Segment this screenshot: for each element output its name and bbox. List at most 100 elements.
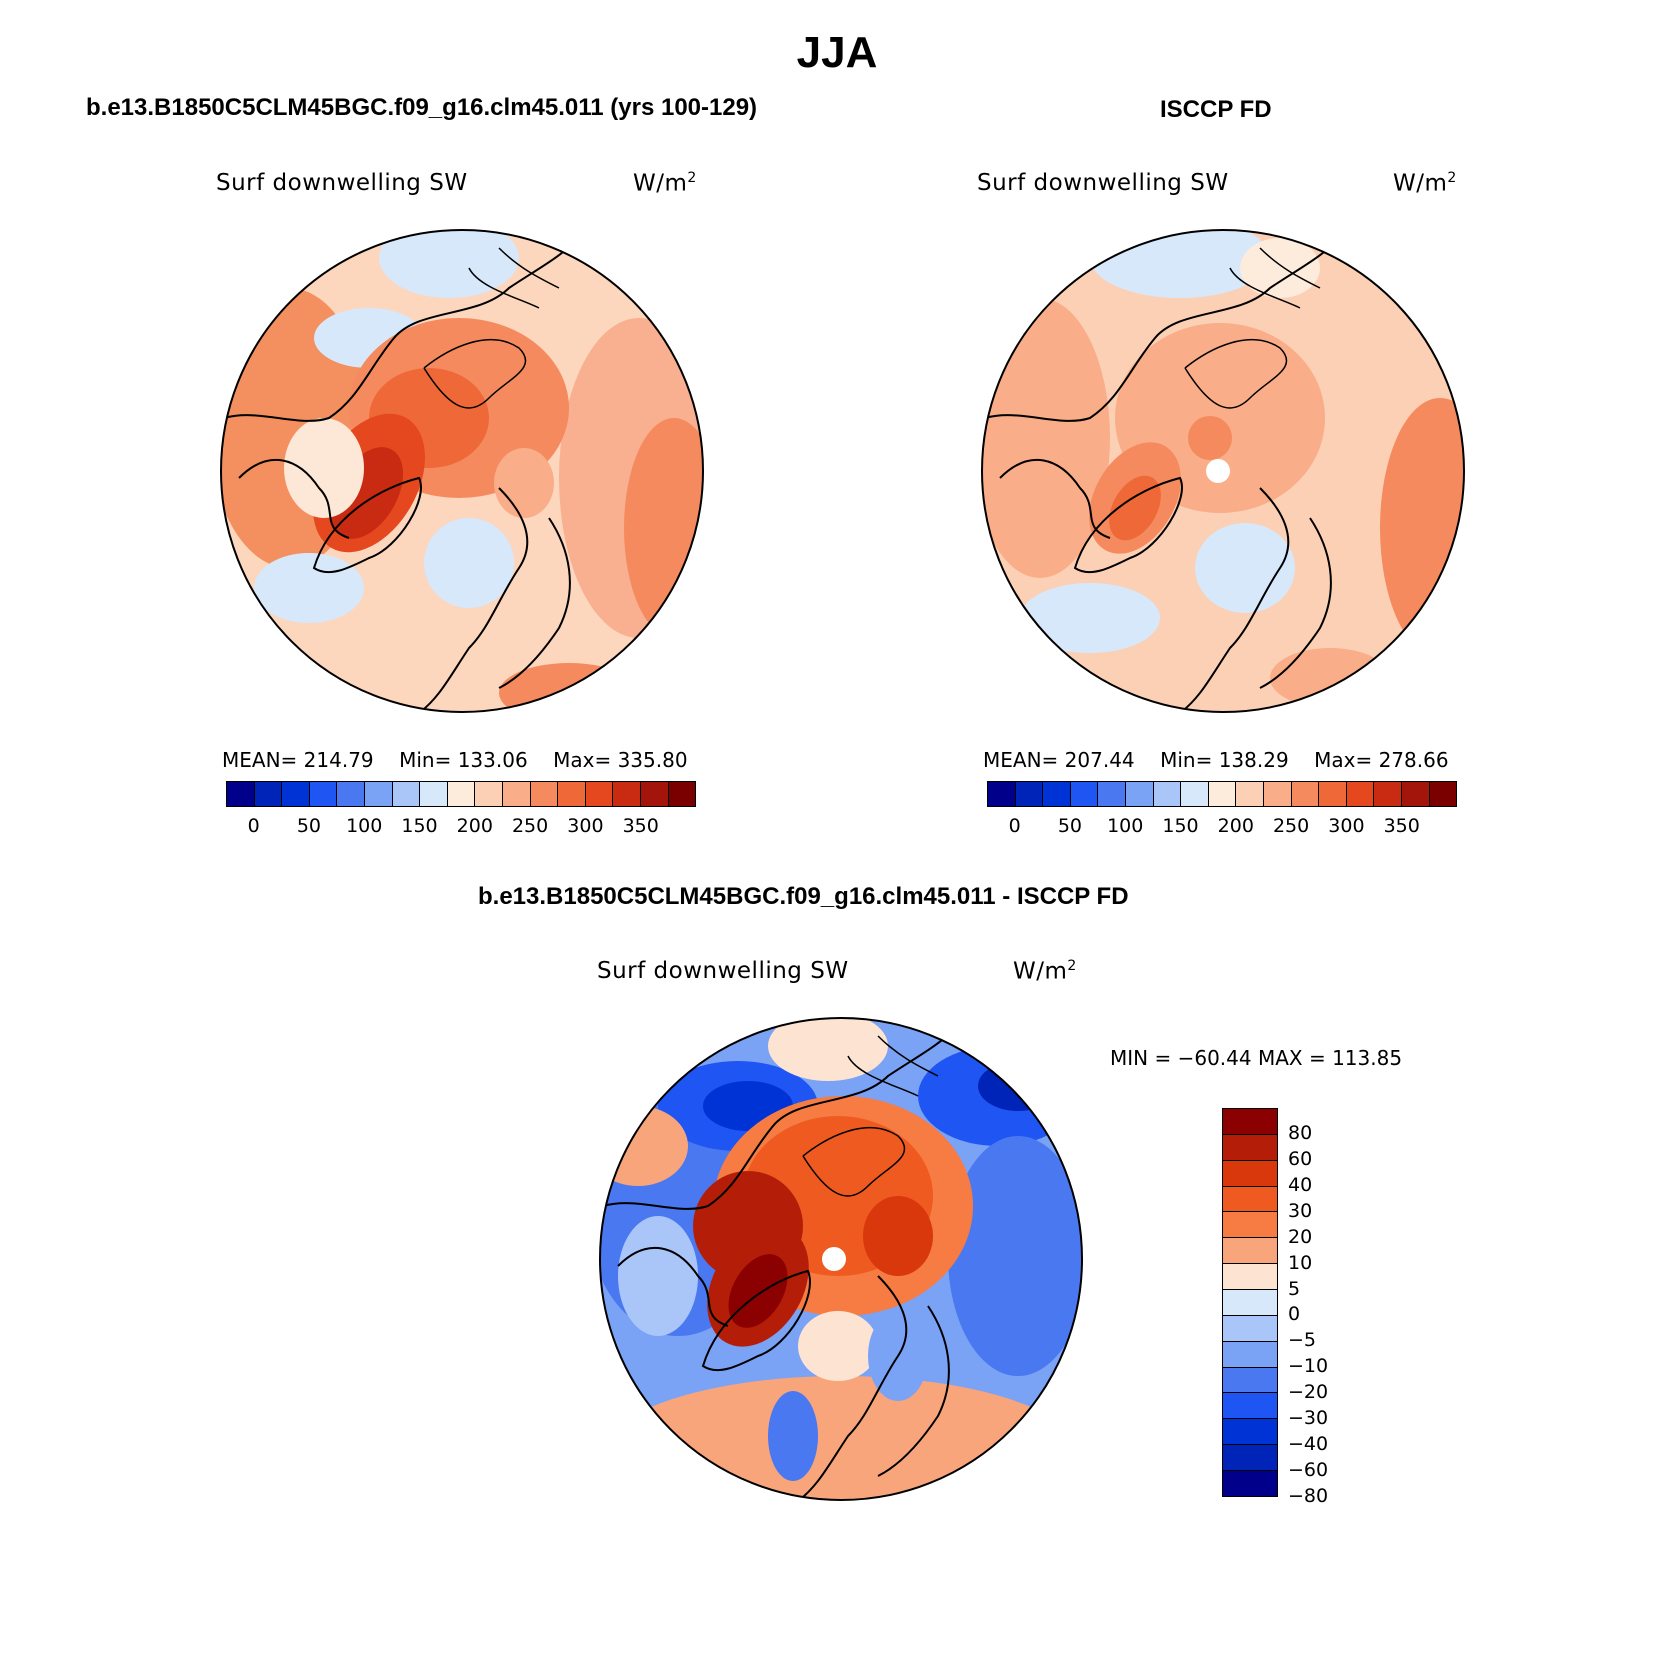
colorbar-swatch [1098,782,1126,806]
colorbar-tick-label: 50 [296,815,322,837]
colorbar-swatch [1223,1471,1277,1496]
colorbar-swatch [1429,782,1457,806]
colorbar-swatch [1223,1186,1277,1213]
colorbar-tick-label: 0 [1288,1303,1301,1326]
colorbar-tick-label: 60 [1288,1147,1313,1170]
colorbar-swatch [364,782,393,806]
colorbar-tick-label: −30 [1288,1407,1329,1430]
colorbar-swatch [640,782,669,806]
colorbar-swatch [475,782,503,806]
colorbar-swatch [1223,1445,1277,1472]
colorbar-swatch [392,782,421,806]
colorbar-swatch [309,782,338,806]
colorbar-swatch [1223,1238,1277,1265]
model-units-label: W/m2 [633,170,697,197]
colorbar-tick-label: 250 [511,815,549,837]
colorbar-tick-label: 30 [1288,1199,1313,1222]
model-colorbar-ticks: 0 50 100 150 200 250 300 350 [226,815,696,839]
colorbar-swatch [282,782,310,806]
colorbar-swatch [1346,782,1375,806]
colorbar-tick-label: 0 [247,815,260,837]
diff-polar-map [599,1017,1083,1501]
colorbar-swatch [613,782,641,806]
colorbar-swatch [254,782,283,806]
colorbar-tick-label: 100 [346,815,383,837]
colorbar-tick-label: −40 [1288,1433,1329,1456]
colorbar-tick-label: 300 [567,815,604,837]
colorbar-tick-label: 50 [1057,815,1083,837]
colorbar-swatch [1223,1315,1277,1342]
colorbar-tick-label: 80 [1288,1121,1313,1144]
colorbar-tick-label: 5 [1288,1277,1301,1300]
obs-polar-map [981,229,1465,713]
colorbar-swatch [988,782,1016,806]
colorbar-tick-label: 40 [1288,1173,1313,1196]
colorbar-swatch [1223,1109,1277,1135]
colorbar-tick-label: −80 [1288,1485,1329,1507]
colorbar-swatch [1153,782,1182,806]
colorbar-tick-label: 0 [1008,815,1021,837]
colorbar-tick-label: 350 [1383,815,1420,837]
diff-colorbar [1222,1108,1278,1497]
colorbar-swatch [1043,782,1071,806]
colorbar-tick-label: 300 [1328,815,1365,837]
obs-variable-label: Surf downwelling SW [977,170,1229,196]
colorbar-tick-label: −5 [1288,1329,1317,1352]
colorbar-swatch [1374,782,1402,806]
obs-stats: MEAN= 207.44 Min= 138.29 Max= 278.66 [983,748,1449,772]
model-stats: MEAN= 214.79 Min= 133.06 Max= 335.80 [222,748,688,772]
colorbar-swatch [420,782,448,806]
colorbar-swatch [1125,782,1154,806]
obs-colorbar-ticks: 0 50 100 150 200 250 300 350 [987,815,1457,839]
colorbar-swatch [1223,1264,1277,1291]
colorbar-swatch [447,782,476,806]
model-variable-label: Surf downwelling SW [216,170,468,196]
colorbar-tick-label: 100 [1107,815,1144,837]
colorbar-tick-label: 20 [1288,1225,1313,1248]
colorbar-swatch [585,782,614,806]
colorbar-swatch [1070,782,1099,806]
colorbar-tick-label: 200 [456,815,493,837]
colorbar-tick-label: 150 [401,815,438,837]
colorbar-swatch [558,782,586,806]
colorbar-swatch [1263,782,1292,806]
colorbar-swatch [1319,782,1347,806]
diff-variable-label: Surf downwelling SW [597,958,849,984]
colorbar-tick-label: 150 [1162,815,1199,837]
colorbar-swatch [1223,1341,1277,1368]
colorbar-swatch [1223,1134,1277,1161]
diff-colorbar-ticks: 80 60 40 30 20 10 5 0 −5 −10 −20 −30 −40 −60 −80 [1288,1108,1408,1507]
diff-panel-title: b.e13.B1850C5CLM45BGC.f09_g16.clm45.011 … [478,883,1129,910]
diff-minmax: MIN = −60.44 MAX = 113.85 [1110,1046,1403,1070]
colorbar-swatch [337,782,365,806]
model-polar-map [220,229,704,713]
colorbar-swatch [668,782,696,806]
colorbar-swatch [227,782,255,806]
model-colorbar [226,781,696,807]
colorbar-swatch [530,782,559,806]
obs-units-label: W/m2 [1393,170,1457,197]
colorbar-tick-label: 350 [622,815,659,837]
colorbar-swatch [1208,782,1237,806]
colorbar-swatch [1015,782,1044,806]
obs-panel-title: ISCCP FD [1160,96,1272,123]
colorbar-tick-label: 10 [1288,1251,1313,1274]
colorbar-swatch [1223,1419,1277,1446]
colorbar-tick-label: −20 [1288,1381,1329,1404]
colorbar-swatch [1291,782,1320,806]
colorbar-swatch [1223,1160,1277,1187]
colorbar-swatch [1236,782,1264,806]
colorbar-tick-label: −10 [1288,1355,1329,1378]
colorbar-swatch [1401,782,1430,806]
colorbar-swatch [1223,1393,1277,1420]
colorbar-tick-label: −60 [1288,1459,1329,1482]
diff-units-label: W/m2 [1013,958,1077,985]
colorbar-swatch [502,782,531,806]
colorbar-swatch [1223,1212,1277,1239]
colorbar-swatch [1223,1290,1277,1316]
model-panel-title: b.e13.B1850C5CLM45BGC.f09_g16.clm45.011 … [86,94,758,121]
main-title: JJA [796,28,878,77]
obs-colorbar [987,781,1457,807]
colorbar-tick-label: 200 [1217,815,1254,837]
colorbar-swatch [1223,1367,1277,1394]
